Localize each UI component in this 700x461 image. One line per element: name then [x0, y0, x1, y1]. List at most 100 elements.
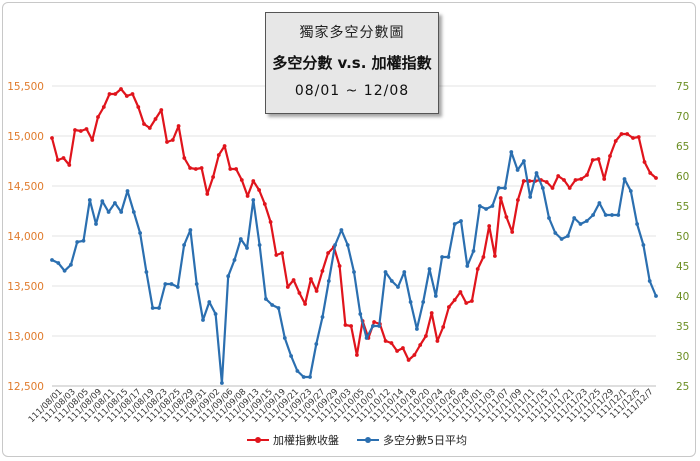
score-point [270, 303, 275, 307]
index-point [498, 196, 503, 200]
index-point [113, 92, 118, 96]
index-point [136, 105, 141, 109]
index-point [567, 186, 572, 190]
left-tick-label: 15,500 [7, 81, 44, 93]
score-point [308, 375, 312, 379]
index-point [165, 140, 169, 144]
score-point [194, 282, 199, 286]
index-point [642, 160, 647, 164]
score-point [125, 189, 130, 193]
score-point [477, 204, 482, 208]
score-point [490, 204, 495, 208]
index-point [579, 177, 584, 181]
right-tick-label: 60 [676, 171, 689, 183]
index-point [475, 267, 480, 271]
legend-label-index: 加權指數收盤 [273, 434, 339, 447]
score-point [427, 267, 432, 271]
index-point [280, 251, 284, 255]
index-point [55, 158, 60, 162]
index-point [429, 311, 434, 315]
score-point [56, 261, 61, 265]
score-point [119, 210, 124, 214]
index-point [470, 299, 474, 303]
index-point [602, 177, 607, 181]
index-point [285, 285, 290, 289]
index-point [119, 87, 123, 91]
index-point [50, 136, 54, 140]
index-point [78, 129, 83, 133]
index-point [222, 144, 227, 148]
index-point [447, 305, 451, 309]
index-point [176, 124, 181, 128]
score-point [352, 270, 356, 274]
score-point [534, 171, 539, 175]
legend-item-score: 多空分數5日平均 [357, 432, 467, 448]
legend-swatch-blue [357, 435, 379, 445]
score-point [264, 297, 268, 301]
right-tick-label: 40 [676, 291, 689, 303]
score-point [522, 159, 526, 163]
index-point [337, 264, 342, 268]
index-point [262, 202, 267, 206]
left-tick-label: 14,500 [7, 181, 44, 193]
index-point [61, 156, 66, 160]
x-axis-ticks: 111/08/01111/08/03111/08/05111/08/09111/… [27, 387, 656, 425]
score-point [452, 222, 457, 226]
index-point [257, 188, 261, 192]
score-point [314, 342, 319, 346]
index-point [504, 215, 509, 219]
score-point [201, 318, 205, 322]
score-point [345, 243, 350, 247]
index-point [234, 167, 239, 171]
index-point [636, 135, 641, 139]
chart-date-range: 08/01 ~ 12/08 [294, 83, 410, 99]
score-point [289, 354, 293, 358]
score-point [559, 237, 564, 241]
right-tick-label: 65 [676, 141, 689, 153]
score-point [100, 199, 105, 204]
index-point [239, 178, 244, 182]
score-point [591, 213, 595, 217]
index-point [84, 127, 89, 131]
right-tick-label: 35 [676, 321, 689, 333]
score-point [641, 243, 646, 247]
index-point [487, 224, 492, 228]
index-point [383, 339, 388, 343]
index-point [372, 320, 376, 324]
score-point [282, 336, 287, 340]
score-point [446, 255, 451, 259]
index-point [521, 179, 526, 183]
index-point [435, 339, 440, 343]
index-point [291, 278, 296, 282]
index-point [452, 298, 457, 302]
index-point [303, 302, 307, 306]
score-point [358, 312, 363, 316]
index-point [343, 323, 348, 327]
score-point [333, 243, 337, 247]
score-point [106, 210, 111, 214]
index-point [124, 94, 129, 98]
score-point [377, 324, 382, 328]
index-point [107, 92, 112, 96]
index-point [326, 251, 330, 255]
score-point [226, 274, 231, 279]
legend: 加權指數收盤 多空分數5日平均 [247, 432, 467, 448]
index-point [188, 166, 193, 170]
score-point [635, 222, 639, 226]
score-point [503, 186, 507, 190]
score-point [421, 300, 426, 304]
score-point [566, 234, 570, 238]
score-point [603, 213, 608, 217]
index-point [314, 289, 319, 293]
score-point [647, 279, 652, 283]
index-line [50, 87, 657, 362]
score-point [182, 243, 187, 247]
score-point [572, 216, 577, 220]
index-point [395, 349, 399, 353]
score-point [597, 201, 602, 205]
right-tick-label: 50 [676, 231, 689, 243]
left-tick-label: 13,500 [7, 281, 44, 293]
index-point [147, 126, 152, 130]
score-point [220, 381, 224, 385]
